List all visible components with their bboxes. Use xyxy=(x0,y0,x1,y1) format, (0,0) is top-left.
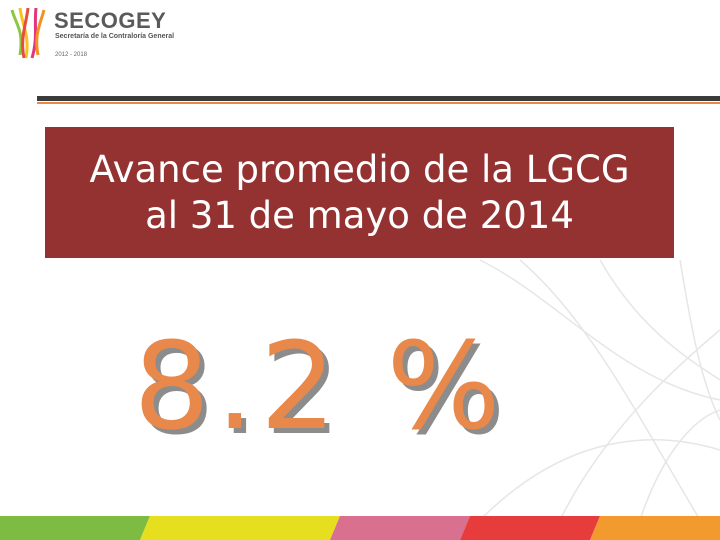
headline-value: 8.2 % xyxy=(133,318,507,457)
title-line: al 31 de mayo de 2014 xyxy=(145,193,574,237)
title-line: Avance promedio de la LGCG xyxy=(89,147,630,191)
header-rule xyxy=(37,96,720,101)
title-box: Avance promedio de la LGCG al 31 de mayo… xyxy=(45,127,674,258)
header-rule-accent xyxy=(37,102,720,104)
footer-stripe xyxy=(0,516,720,540)
logo-period: 2012 - 2018 xyxy=(55,52,88,58)
logo-name: SECOGEY xyxy=(54,8,167,33)
background-curves xyxy=(479,259,720,521)
logo-mark xyxy=(10,7,46,59)
logo-subtitle: Secretaría de la Contraloría General xyxy=(55,33,175,40)
